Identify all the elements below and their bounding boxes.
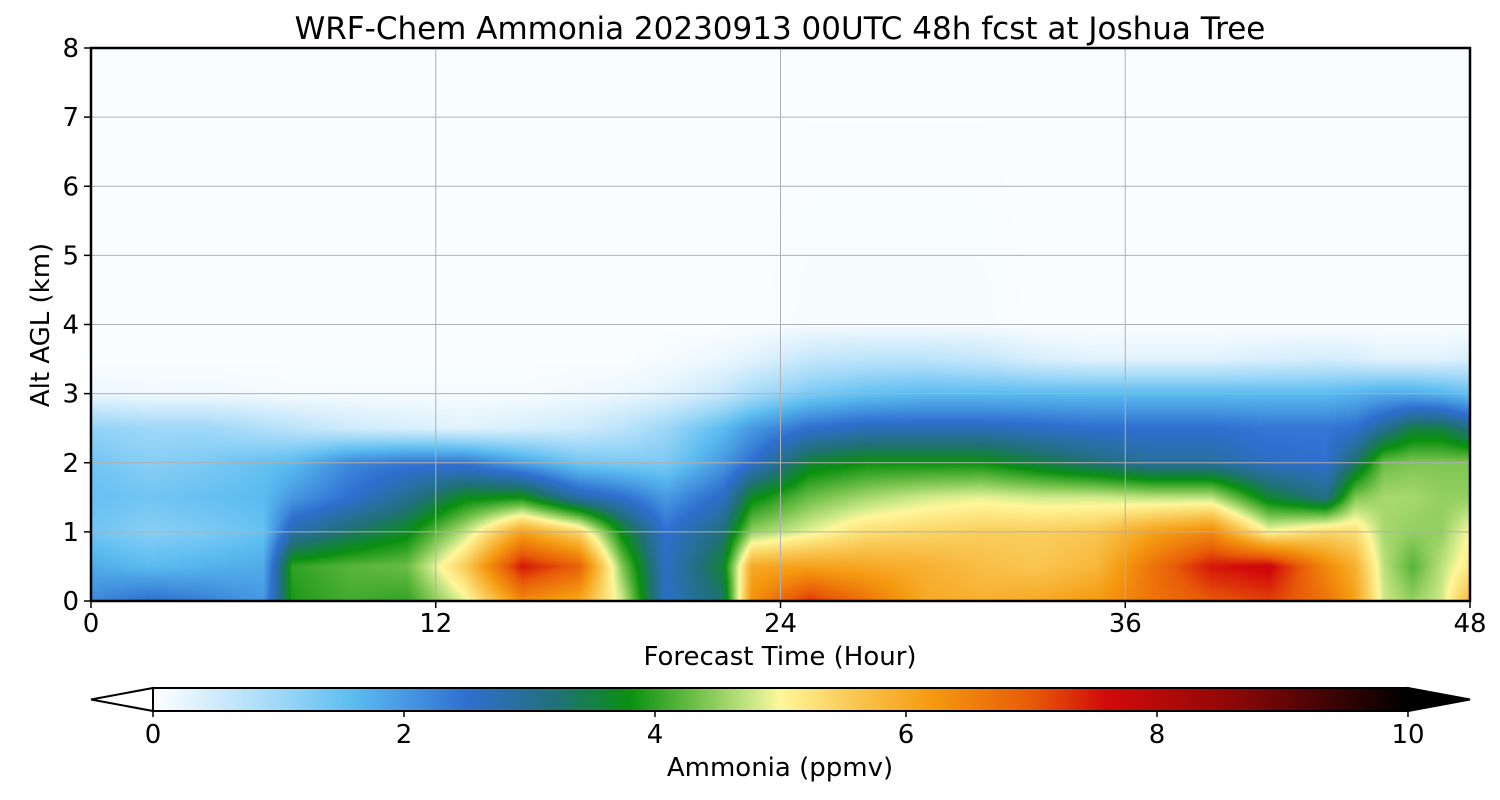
y-tick-label: 7: [62, 103, 79, 133]
y-tick-label: 6: [62, 172, 79, 202]
y-tick-label: 5: [62, 241, 79, 271]
colorbar-ticks: 0 2 4 6 8 10: [145, 711, 1425, 750]
x-tick-label: 36: [1109, 609, 1142, 639]
x-tick-label: 0: [83, 609, 100, 639]
colorbar: 0 2 4 6 8 10 Ammonia (ppmv): [90, 686, 1471, 783]
y-tick-label: 1: [62, 518, 79, 548]
colorbar-tick-label: 0: [145, 720, 162, 750]
colorbar-tick-label: 6: [898, 720, 915, 750]
y-tick-label: 3: [62, 380, 79, 410]
y-axis-label: Alt AGL (km): [26, 243, 56, 407]
y-tick-label: 8: [62, 34, 79, 64]
x-tick-label: 24: [764, 609, 797, 639]
colorbar-tick-label: 10: [1391, 720, 1424, 750]
colorbar-tick-label: 4: [647, 720, 664, 750]
plot-area: [89, 46, 1472, 603]
x-axis-label: Forecast Time (Hour): [643, 642, 916, 672]
colorbar-extend-high: [1407, 686, 1471, 713]
y-axis: 0 1 2 3 4 5 6 7 8: [62, 34, 91, 617]
colorbar-extend-low: [90, 686, 154, 713]
y-tick-label: 4: [62, 311, 79, 341]
colorbar-tick-label: 8: [1149, 720, 1166, 750]
colorbar-label: Ammonia (ppmv): [667, 753, 893, 783]
chart-title: WRF-Chem Ammonia 20230913 00UTC 48h fcst…: [295, 11, 1266, 47]
y-tick-label: 2: [62, 449, 79, 479]
x-axis: 0 12 24 36 48: [83, 601, 1487, 639]
x-tick-label: 12: [419, 609, 452, 639]
x-tick-label: 48: [1453, 609, 1486, 639]
colorbar-bar: [152, 687, 1409, 712]
y-tick-label: 0: [62, 587, 79, 617]
colorbar-tick-label: 2: [396, 720, 413, 750]
